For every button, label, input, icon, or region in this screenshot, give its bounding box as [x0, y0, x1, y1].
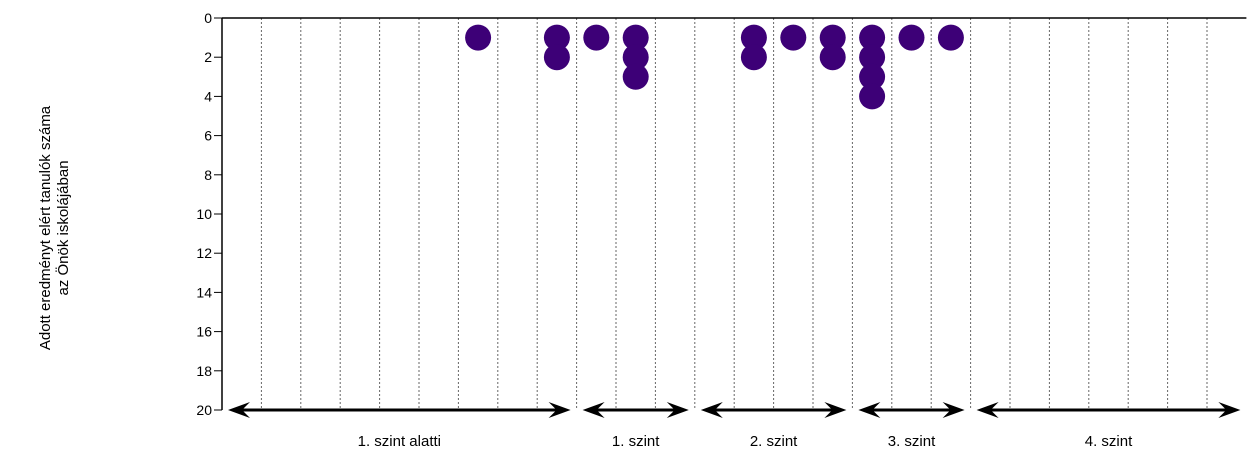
data-point: [622, 63, 649, 90]
level-band-arrow-right: [666, 402, 689, 418]
data-point: [937, 24, 964, 51]
level-band-label: 3. szint: [888, 433, 936, 450]
data-point: [859, 44, 886, 71]
level-bands: 1. szint alatti 1. szint 2. szint 3. szint 4…: [228, 402, 1241, 450]
data-point: [622, 44, 649, 71]
level-band-label: 4. szint: [1085, 433, 1133, 450]
y-tick-label: 0: [204, 10, 212, 26]
level-band-arrow-left: [976, 402, 999, 418]
y-tick-label: 14: [196, 284, 212, 300]
level-band-arrow-left: [582, 402, 605, 418]
y-tick-label: 2: [204, 49, 212, 65]
y-tick-label: 4: [204, 88, 212, 104]
data-point: [819, 24, 846, 51]
y-axis-label-line-2: az Önök iskolájában: [54, 160, 72, 295]
level-band-label: 1. szint: [612, 433, 660, 450]
data-point: [543, 24, 570, 51]
level-band-arrow-right: [824, 402, 847, 418]
data-point: [859, 63, 886, 90]
data-points: [465, 24, 964, 110]
level-band-arrow-right: [1218, 402, 1241, 418]
y-tick-label: 18: [196, 363, 212, 379]
data-point: [740, 24, 767, 51]
data-point: [780, 24, 807, 51]
y-tick-label: 12: [196, 245, 212, 261]
level-band-arrow-left: [700, 402, 723, 418]
level-band-label: 2. szint: [750, 433, 798, 450]
data-point: [859, 24, 886, 51]
data-point: [622, 24, 649, 51]
y-axis-label: Adott eredményt elért tanulók száma az Ö…: [37, 105, 72, 350]
y-tick-label: 6: [204, 128, 212, 144]
level-band-label: 1. szint alatti: [358, 433, 441, 450]
level-band-arrow-left: [858, 402, 881, 418]
data-point: [740, 44, 767, 71]
y-tick-label: 20: [196, 402, 212, 418]
vertical-gridlines: [260, 18, 1208, 410]
y-tick-label: 10: [196, 206, 212, 222]
level-band-arrow-right: [548, 402, 571, 418]
y-tick-label: 8: [204, 167, 212, 183]
data-point: [543, 44, 570, 71]
y-tick-label: 16: [196, 324, 212, 340]
y-axis-ticks: 0 2 4 6 8 10 12 14 16 18 20: [196, 10, 222, 418]
data-point: [465, 24, 492, 51]
data-point: [859, 83, 886, 110]
level-band-arrow-left: [228, 402, 250, 418]
y-axis-label-line-1: Adott eredményt elért tanulók száma: [37, 105, 54, 350]
data-point: [583, 24, 610, 51]
level-band-arrow-right: [942, 402, 965, 418]
data-point: [819, 44, 846, 71]
data-point: [898, 24, 925, 51]
